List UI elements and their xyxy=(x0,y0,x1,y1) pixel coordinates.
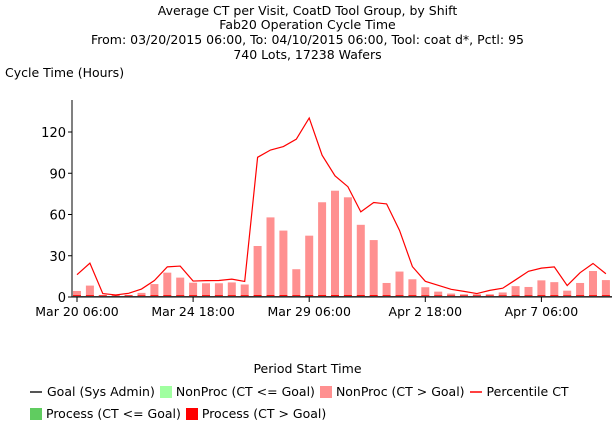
nonproc-bar xyxy=(85,285,94,297)
nonproc-bar xyxy=(163,272,172,297)
nonproc-bar xyxy=(318,202,327,297)
legend-swatch-icon xyxy=(159,385,172,398)
nonproc-bar xyxy=(356,224,365,297)
y-tick-label: 120 xyxy=(41,126,66,141)
nonproc-bar xyxy=(189,282,198,297)
legend-item-goal[interactable]: Goal (Sys Admin) xyxy=(30,384,155,399)
nonproc-bar xyxy=(589,271,597,297)
nonproc-bar xyxy=(331,190,339,297)
chart-subtitle: Fab20 Operation Cycle Time xyxy=(219,17,396,32)
nonproc-bar xyxy=(266,217,275,297)
nonproc-bar xyxy=(395,271,404,297)
legend-label: Goal (Sys Admin) xyxy=(47,384,155,399)
nonproc-bar xyxy=(498,292,507,297)
nonproc-bar xyxy=(434,291,443,297)
nonproc-bar xyxy=(408,279,417,297)
legend-swatch-icon xyxy=(30,407,42,420)
chart-title: Average CT per Visit, CoatD Tool Group, … xyxy=(157,3,458,18)
legend-label: NonProc (CT <= Goal) xyxy=(175,384,315,399)
nonproc-bar xyxy=(176,277,185,297)
x-tick-label: Mar 29 06:00 xyxy=(267,304,351,319)
legend-swatch-icon xyxy=(319,385,332,398)
nonproc-bar xyxy=(447,293,456,297)
legend-label: NonProc (CT > Goal) xyxy=(335,384,465,399)
y-tick-label: 30 xyxy=(49,250,66,265)
percentile-ct-line xyxy=(76,116,607,296)
legend-item-nonproc-gt-goal[interactable]: NonProc (CT > Goal) xyxy=(319,384,465,399)
nonproc-bar xyxy=(253,245,262,297)
nonproc-bar xyxy=(550,282,559,297)
x-tick-label: Apr 2 18:00 xyxy=(389,304,463,319)
y-tick-label: 60 xyxy=(49,209,66,224)
nonproc-bar xyxy=(369,240,378,297)
y-axis-label: Cycle Time (Hours) xyxy=(5,65,125,80)
nonproc-bar xyxy=(382,282,391,297)
legend-line-icon xyxy=(469,390,482,393)
y-tick-label: 90 xyxy=(49,167,66,182)
nonproc-bar xyxy=(202,283,210,297)
chart-counts-text: 740 Lots, 17238 Wafers xyxy=(233,47,382,62)
legend-item-nonproc-le-goal[interactable]: NonProc (CT <= Goal) xyxy=(159,384,315,399)
nonproc-bar xyxy=(150,284,159,297)
legend-swatch-icon xyxy=(185,407,198,420)
legend-item-percentile-ct[interactable]: Percentile CT xyxy=(469,384,569,399)
x-tick-label: Mar 20 06:00 xyxy=(35,304,119,319)
nonproc-bar xyxy=(305,235,314,297)
chart-filter-text: From: 03/20/2015 06:00, To: 04/10/2015 0… xyxy=(90,32,524,47)
nonproc-bar xyxy=(137,292,146,297)
nonproc-bar xyxy=(524,286,533,297)
nonproc-bar xyxy=(214,283,223,297)
nonproc-bar xyxy=(73,290,81,297)
nonproc-bar xyxy=(240,284,249,297)
legend-label: Process (CT <= Goal) xyxy=(46,406,181,421)
nonproc-bar xyxy=(563,290,572,297)
y-tick-label: 0 xyxy=(58,291,66,306)
nonproc-bar xyxy=(421,287,430,297)
legend-row-2: Process (CT <= Goal) Process (CT > Goal) xyxy=(30,406,331,421)
nonproc-bar xyxy=(343,197,352,297)
nonproc-bar xyxy=(537,280,546,297)
legend-label: Percentile CT xyxy=(486,384,569,399)
nonproc-bar xyxy=(576,282,585,297)
legend-item-process-gt-goal[interactable]: Process (CT > Goal) xyxy=(185,406,327,421)
legend-line-icon xyxy=(30,390,42,393)
nonproc-bar xyxy=(279,230,288,297)
x-tick-label: Mar 24 18:00 xyxy=(151,304,235,319)
nonproc-bar xyxy=(511,286,520,297)
legend-label: Process (CT > Goal) xyxy=(201,406,327,421)
legend-row-1: Goal (Sys Admin) NonProc (CT <= Goal) No… xyxy=(30,384,574,399)
nonproc-bar xyxy=(227,282,236,297)
nonproc-bar xyxy=(292,269,301,297)
x-axis-label: Period Start Time xyxy=(253,361,362,376)
nonproc-bar xyxy=(601,280,610,297)
x-tick-label: Apr 7 06:00 xyxy=(505,304,579,319)
legend-item-process-le-goal[interactable]: Process (CT <= Goal) xyxy=(30,406,181,421)
